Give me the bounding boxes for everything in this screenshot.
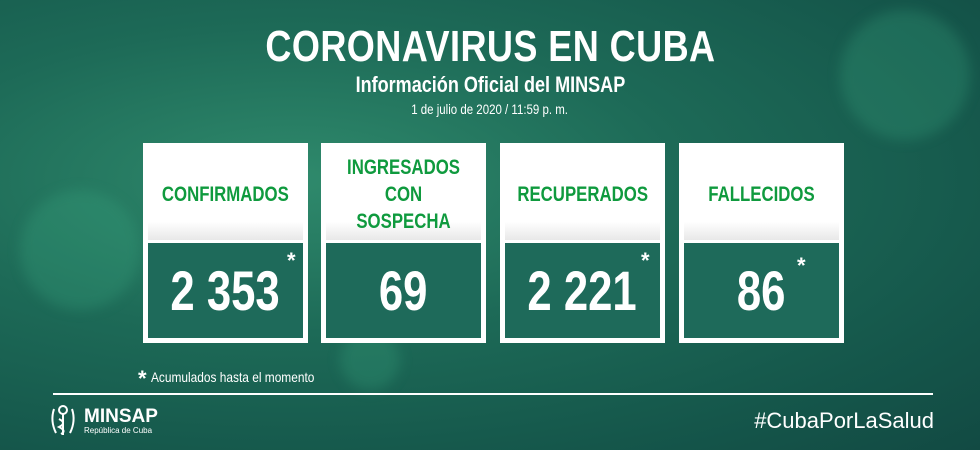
- asterisk-mark: *: [287, 248, 296, 273]
- card-value: 69: [379, 259, 428, 322]
- card-ingresados: INGRESADOS CON SOSPECHA 69: [321, 143, 486, 343]
- footnote: * Acumulados hasta el momento: [138, 366, 314, 391]
- card-label: RECUPERADOS: [517, 182, 648, 206]
- virus-decoration: [840, 10, 970, 140]
- asterisk-mark: *: [797, 253, 806, 278]
- page-title: CORONAVIRUS EN CUBA: [264, 22, 716, 71]
- card-label: FALLECIDOS: [708, 182, 815, 206]
- card-label: INGRESADOS CON SOSPECHA: [347, 155, 460, 233]
- card-recuperados: RECUPERADOS 2 221: [500, 143, 665, 343]
- card-value: 86: [737, 259, 786, 322]
- asterisk-mark: *: [641, 248, 650, 273]
- hashtag: #CubaPorLaSalud: [754, 408, 934, 433]
- card-confirmados: CONFIRMADOS 2 353: [143, 143, 308, 343]
- card-fallecidos: FALLECIDOS 86: [679, 143, 844, 343]
- card-value: 2 221: [527, 259, 638, 322]
- minsap-logo: MINSAP República de Cuba: [48, 403, 158, 439]
- divider: [53, 393, 933, 395]
- report-date: 1 de julio de 2020 / 11:59 p. m.: [411, 101, 569, 117]
- caduceus-emblem-icon: [51, 405, 75, 435]
- page-subtitle: Información Oficial del MINSAP: [355, 72, 625, 97]
- card-label: CONFIRMADOS: [162, 182, 289, 206]
- virus-decoration: [20, 190, 140, 310]
- card-value: 2 353: [170, 259, 281, 322]
